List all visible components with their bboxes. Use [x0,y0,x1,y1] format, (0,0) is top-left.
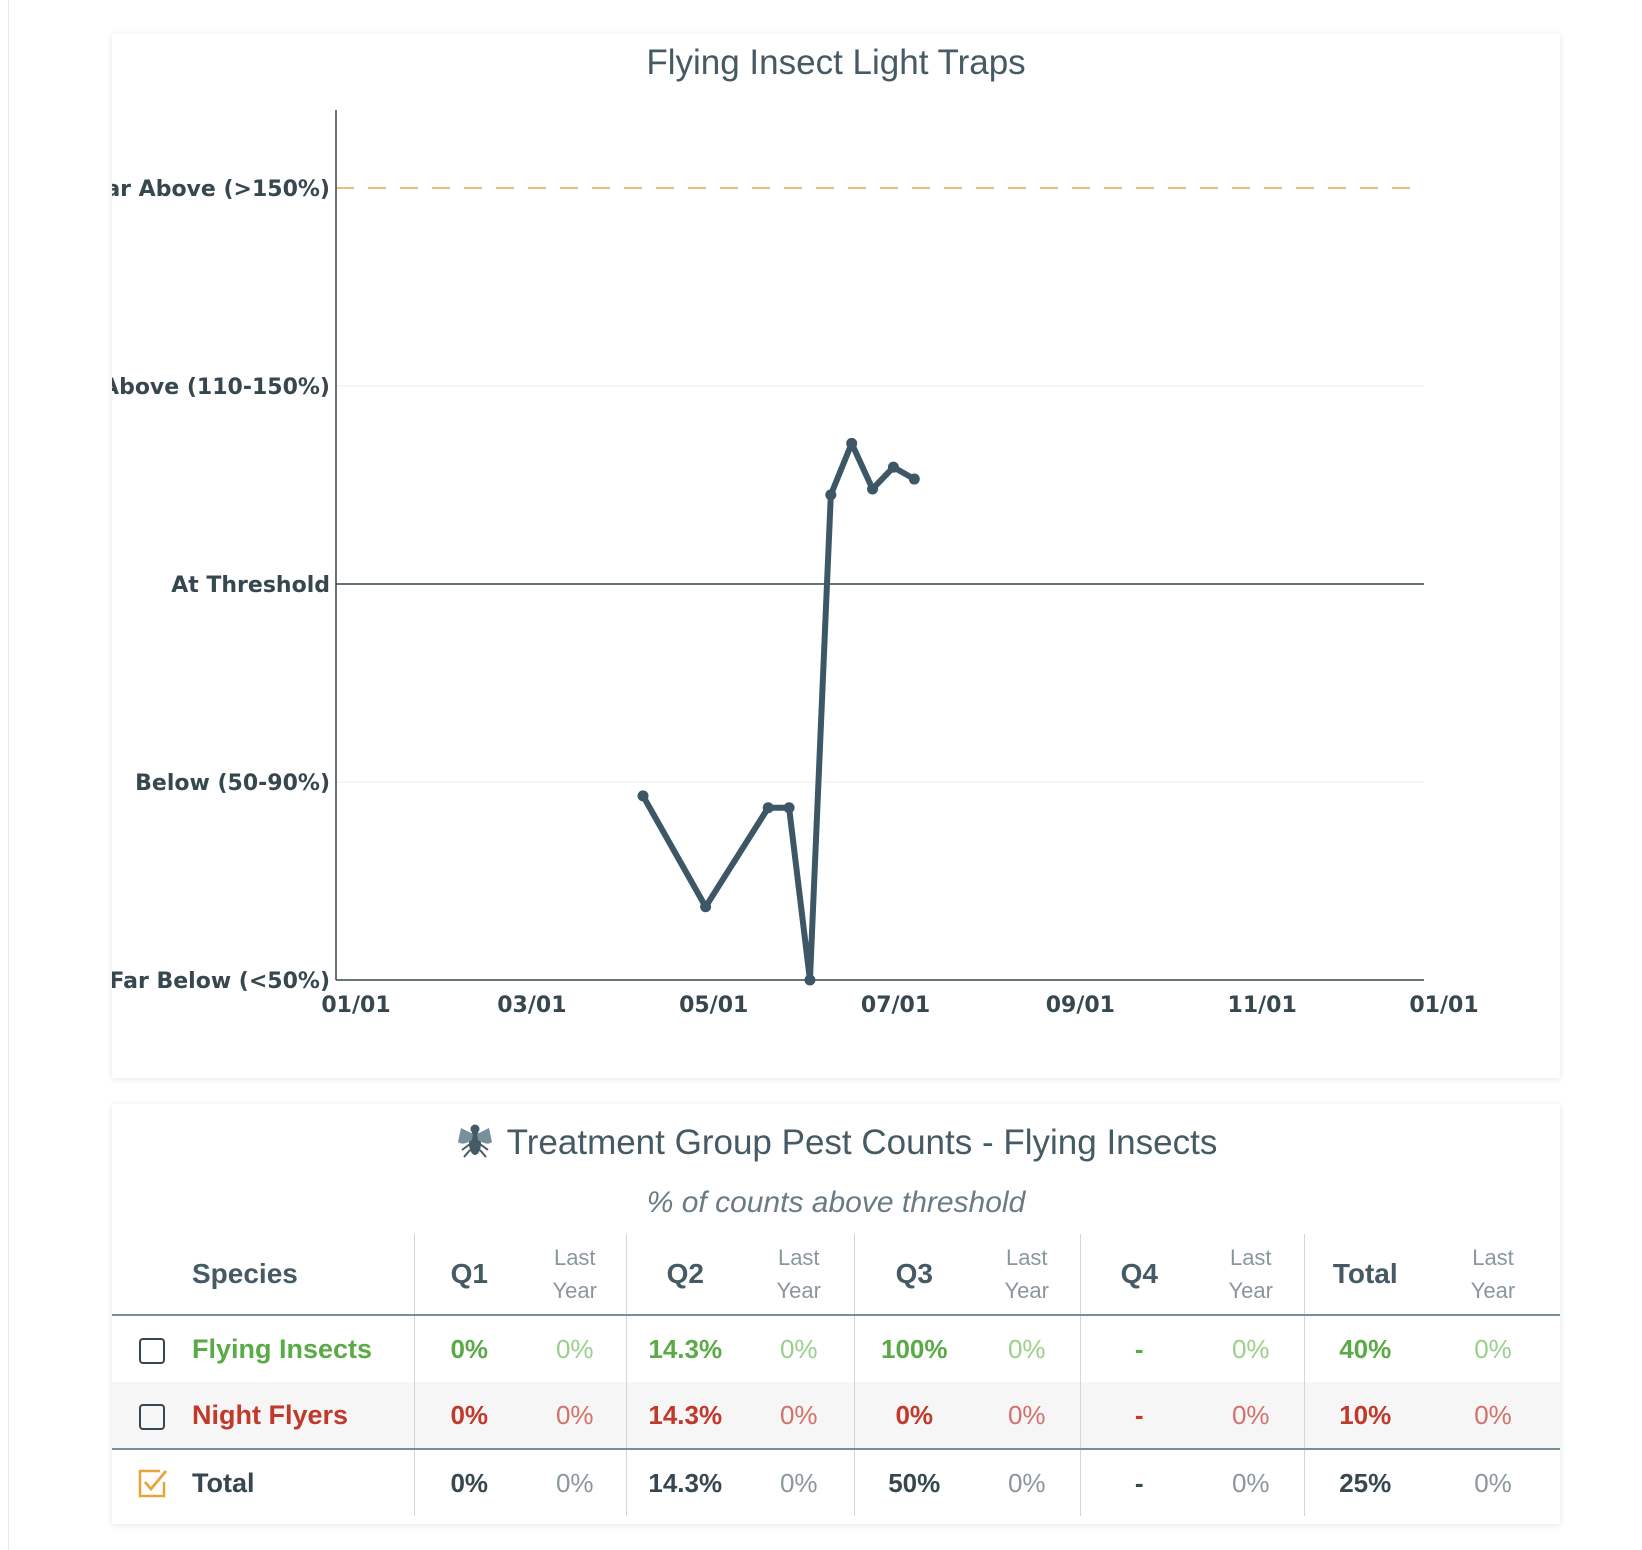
data-point [908,473,920,485]
total-last-year: 0% [1474,1333,1512,1364]
header-species: Species [192,1234,415,1316]
total-value: 10% [1304,1382,1426,1449]
chart-card: Flying Insect Light Traps Far Below (<50… [112,34,1560,1078]
total-last-year: 0% [1426,1382,1560,1449]
header-q4: Q4 [1080,1234,1198,1316]
q2-last-year: 0% [744,1448,855,1516]
data-point [637,790,649,802]
x-tick-label: 05/01 [679,993,748,1018]
header-q3-last-year: Last Year [974,1234,1081,1316]
q2-last-year: 0% [744,1315,855,1382]
table-subtitle: % of counts above threshold [646,1186,1026,1219]
data-point [867,483,879,495]
table-header-row: Species Q1 Last Year Q2 Last Year Q3 Last Y… [112,1234,1560,1316]
page-left-border [8,0,9,1550]
total-value: 40% [1339,1333,1392,1364]
total-last-year: 0% [1426,1448,1560,1516]
q3-value: 0% [854,1382,974,1449]
data-point [804,974,816,986]
q4-last-year: 0% [1198,1315,1305,1382]
y-tick-label: At Threshold [171,573,330,598]
checked-checkbox-icon [138,1469,168,1497]
table-title-text: Treatment Group Pest Counts - Flying Ins… [506,1122,1218,1162]
data-point [825,489,837,501]
q3-last-year: 0% [974,1315,1081,1382]
header-q1: Q1 [414,1234,524,1316]
q2-last-year: 0% [744,1382,855,1449]
header-q1-last-year: Last Year [524,1234,627,1316]
header-q4-last-year: Last Year [1198,1234,1305,1316]
x-tick-label: 01/01 [1409,993,1478,1018]
series-line [640,440,918,983]
q4-value: - [1080,1382,1198,1449]
q4-value: - [1134,1333,1144,1364]
checkbox-cell [112,1315,192,1382]
q3-last-year: 0% [974,1382,1081,1449]
q4-last-year: 0% [1198,1382,1305,1449]
q2-value: 14.3% [626,1448,744,1516]
data-point [783,802,795,814]
q1-value: 0% [414,1448,524,1516]
row-checkbox-night-flyers[interactable] [139,1403,165,1430]
table-row-total: Total 0% 0% 14.3% 0% 50% 0% - 0% 25% 0% [112,1448,1560,1516]
data-point [762,802,774,814]
y-tick-label: Below (50-90%) [135,771,330,796]
species-name[interactable]: Flying Insects [192,1315,415,1382]
data-point [700,901,712,913]
table-row-night-flyers: Night Flyers 0% 0% 14.3% 0% 0% 0% - 0% 1… [112,1382,1560,1449]
q4-value: - [1080,1448,1198,1516]
species-name[interactable]: Total [192,1448,415,1516]
q3-last-year: 0% [974,1448,1081,1516]
pest-counts-card: Treatment Group Pest Counts - Flying Ins… [112,1104,1560,1524]
checkbox-cell [112,1448,192,1516]
x-tick-label: 03/01 [497,993,566,1018]
q3-value: 100% [881,1333,948,1364]
q4-last-year: 0% [1198,1448,1305,1516]
data-point [846,437,858,449]
q1-last-year: 0% [524,1315,627,1382]
q3-value: 50% [854,1448,974,1516]
header-q2-last-year: Last Year [744,1234,855,1316]
checkbox-cell [112,1382,192,1449]
q1-last-year: 0% [524,1382,627,1449]
q2-value: 14.3% [648,1333,723,1364]
total-value: 25% [1304,1448,1426,1516]
x-tick-label: 11/01 [1228,993,1297,1018]
pest-counts-table: Species Q1 Last Year Q2 Last Year Q3 Last Y… [112,1234,1560,1516]
line-chart: Flying Insect Light Traps Far Below (<50… [112,43,1479,1018]
header-q3: Q3 [854,1234,974,1316]
y-tick-label: Far Above (>150%) [112,177,330,202]
table-row-flying-insects: Flying Insects 0% 0% 14.3% 0% 100% 0% - … [112,1315,1560,1382]
header-q2: Q2 [626,1234,744,1316]
header-checkbox-col [112,1234,192,1316]
q1-last-year: 0% [524,1448,627,1516]
y-tick-label: Above (110-150%) [112,375,330,400]
q1-value: 0% [414,1382,524,1449]
header-total: Total [1304,1234,1426,1316]
fly-icon [455,1120,495,1169]
table-title: Treatment Group Pest Counts - Flying Ins… [112,1120,1560,1169]
chart-title: Flying Insect Light Traps [646,43,1025,82]
data-point [887,461,899,473]
q1-value: 0% [450,1333,489,1364]
y-tick-label: Far Below (<50%) [112,969,330,994]
x-tick-label: 07/01 [861,993,930,1018]
q2-value: 14.3% [626,1382,744,1449]
x-tick-label: 01/01 [321,993,390,1018]
x-tick-label: 09/01 [1046,993,1115,1018]
header-total-last-year: Last Year [1426,1234,1560,1316]
row-checkbox-total[interactable] [136,1468,168,1500]
species-name[interactable]: Night Flyers [192,1382,415,1449]
row-checkbox-flying-insects[interactable] [139,1337,165,1364]
